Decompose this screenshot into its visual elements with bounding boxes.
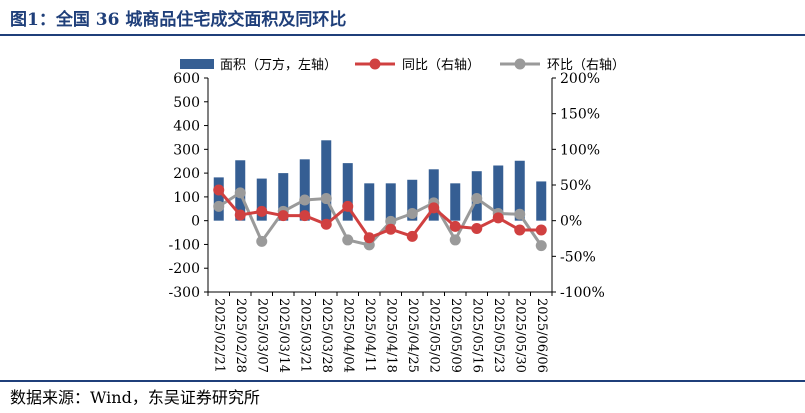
mom-point <box>234 187 246 199</box>
right-tick-label: 0% <box>560 214 582 230</box>
area-bar <box>342 163 353 221</box>
x-tick-label: 2025/03/14 <box>276 298 291 373</box>
yoy-point <box>363 232 375 244</box>
chart-area: -300 -200 -100 0 100 200 300 400 500 600 -100% -50%… <box>0 40 805 376</box>
left-tick-label: 100 <box>173 190 200 206</box>
area-bar <box>450 183 461 221</box>
footer-divider <box>0 380 805 382</box>
legend-mom-swatch-dot <box>514 58 526 70</box>
yoy-line <box>217 189 542 240</box>
title-bar: 图1：全国 36 城商品住宅成交面积及同环比 <box>0 0 805 36</box>
legend-bar-label: 面积（万方，左轴） <box>220 57 337 73</box>
right-tick-label: 200% <box>560 71 600 87</box>
left-tick-label: -200 <box>169 261 200 277</box>
mom-point <box>471 193 483 205</box>
area-bar <box>321 140 332 221</box>
x-tick-label: 2025/06/06 <box>534 298 549 373</box>
mom-point <box>449 234 461 246</box>
title-divider <box>0 34 805 36</box>
legend-yoy-swatch-dot <box>369 58 381 70</box>
legend-yoy-label: 同比（右轴） <box>402 58 480 73</box>
left-tick-label: 400 <box>173 119 200 135</box>
yoy-point <box>213 184 225 196</box>
x-tick-label: 2025/04/18 <box>383 298 398 373</box>
source-note: 数据来源：Wind，东吴证券研究所 <box>10 388 260 407</box>
area-bar <box>536 181 547 221</box>
yoy-point <box>471 223 483 235</box>
yoy-point <box>535 224 547 236</box>
right-tick-label: -100% <box>560 285 605 301</box>
left-tick-label: 600 <box>173 71 200 87</box>
x-tick-label: 2025/03/28 <box>319 298 334 373</box>
left-tick-label: 200 <box>173 166 200 182</box>
area-bar <box>256 178 267 221</box>
x-tick-label: 2025/02/21 <box>211 298 226 373</box>
mom-point <box>320 193 332 205</box>
yoy-point <box>428 202 440 214</box>
mom-point <box>256 235 268 247</box>
area-bar <box>428 169 439 221</box>
area-bar <box>364 183 375 221</box>
x-tick-label: 2025/04/04 <box>340 298 355 373</box>
x-tick-label: 2025/05/16 <box>469 298 484 373</box>
x-tick-label: 2025/05/09 <box>448 298 463 373</box>
area-bar <box>407 179 418 221</box>
yoy-point <box>320 218 332 230</box>
yoy-point <box>406 230 418 242</box>
left-tick-label: 500 <box>173 95 200 111</box>
mom-point <box>535 240 547 252</box>
left-tick-label: 0 <box>191 214 200 230</box>
right-tick-label: -50% <box>560 249 596 265</box>
yoy-point <box>385 223 397 235</box>
x-tick-label: 2025/05/02 <box>426 298 441 373</box>
left-tick-label: -300 <box>169 285 200 301</box>
yoy-point <box>342 200 354 212</box>
x-tick-label: 2025/04/11 <box>362 298 377 373</box>
mom-point <box>213 200 225 212</box>
right-tick-label: 100% <box>560 142 600 158</box>
yoy-point <box>299 210 311 222</box>
x-tick-label: 2025/03/07 <box>254 298 269 373</box>
left-tick-label: -100 <box>169 237 200 253</box>
combo-chart: -300 -200 -100 0 100 200 300 400 500 600 -100% -50%… <box>169 57 625 373</box>
right-tick-label: 150% <box>560 107 600 123</box>
area-bar <box>514 160 525 221</box>
left-tick-label: 300 <box>173 142 200 158</box>
yoy-point <box>449 220 461 232</box>
right-tick-label: 50% <box>560 178 591 194</box>
x-tick-label: 2025/03/21 <box>297 298 312 373</box>
x-tick-label: 2025/04/25 <box>405 298 420 373</box>
chart-title: 图1：全国 36 城商品住宅成交面积及同环比 <box>10 10 347 30</box>
mom-point <box>514 208 526 220</box>
legend-mom-label: 环比（右轴） <box>547 58 625 73</box>
mom-point <box>385 215 397 227</box>
yoy-point <box>514 224 526 236</box>
x-tick-label: 2025/02/28 <box>233 298 248 373</box>
yoy-point <box>277 210 289 222</box>
yoy-point <box>492 212 504 224</box>
area-bar <box>213 177 224 221</box>
legend-bar-swatch <box>180 59 214 69</box>
mom-point <box>342 234 354 246</box>
x-tick-label: 2025/05/30 <box>512 298 527 373</box>
mom-point <box>406 208 418 220</box>
area-bar <box>493 165 504 221</box>
yoy-point <box>256 205 268 217</box>
area-bar <box>385 183 396 221</box>
yoy-point <box>234 209 246 221</box>
x-tick-label: 2025/05/23 <box>491 298 506 373</box>
area-bar <box>278 173 289 221</box>
mom-point <box>299 194 311 206</box>
area-bar <box>299 159 310 221</box>
